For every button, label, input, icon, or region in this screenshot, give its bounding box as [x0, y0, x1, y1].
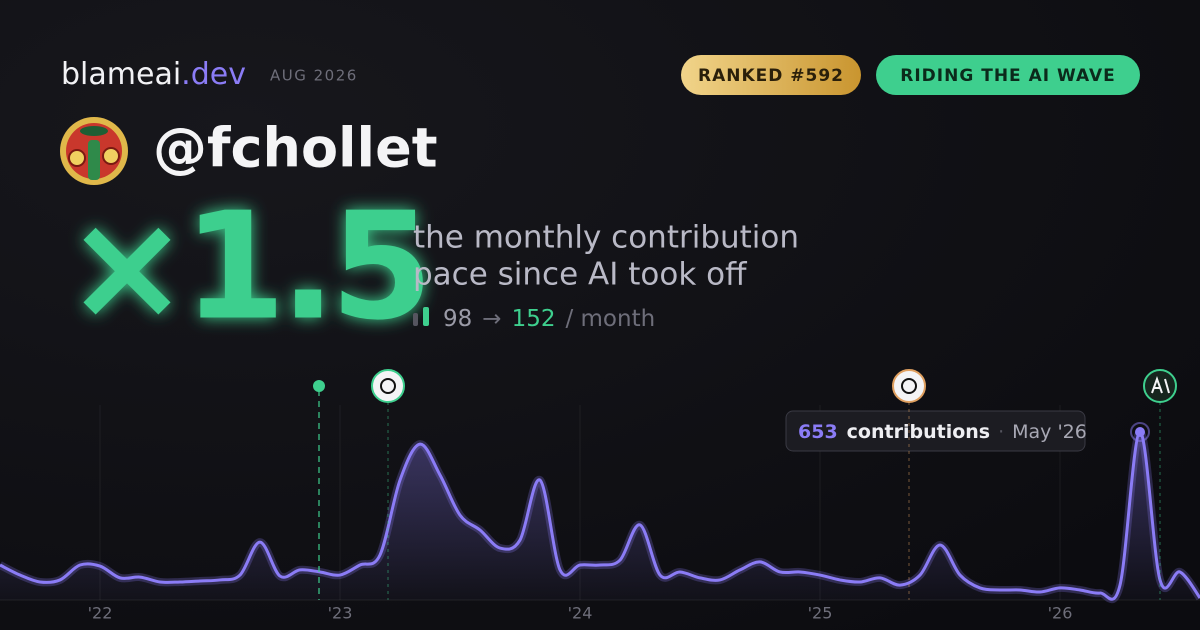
description-line: the monthly contribution — [413, 220, 799, 256]
event-icon — [892, 369, 926, 403]
date: AUG 2026 — [270, 67, 358, 85]
brand-suffix: .dev — [181, 57, 246, 92]
event-dot — [313, 380, 325, 392]
before: 98 — [443, 306, 472, 332]
multiplier: ×1.5 — [65, 181, 427, 353]
tooltip-value: 653 — [798, 421, 838, 443]
rank-text: RANKED #592 — [698, 66, 844, 86]
rank-badge — [681, 55, 861, 95]
tooltip-sep: · — [998, 421, 1004, 443]
event-icon — [371, 369, 405, 403]
handle: @fchollet — [153, 117, 438, 180]
wave-text: RIDING THE AI WAVE — [900, 66, 1115, 86]
wave-badge — [876, 55, 1140, 95]
x-tick-label: '22 — [88, 604, 113, 623]
unit: / month — [565, 306, 655, 332]
event-glyph — [901, 378, 917, 394]
avatar — [60, 117, 128, 185]
peak-point — [1135, 427, 1145, 437]
stats: 98 → 152 / month — [443, 306, 655, 332]
description-line: pace since AI took off — [413, 257, 747, 293]
arrow: → — [482, 306, 501, 332]
event-markers — [313, 369, 1177, 600]
event-glyph — [380, 378, 396, 394]
brand: blameai.dev — [61, 57, 246, 92]
peak-ring — [1130, 422, 1150, 442]
event-glyph — [1151, 376, 1170, 394]
x-tick-label: '24 — [568, 604, 593, 623]
tooltip-box — [785, 410, 1086, 452]
brand-name: blameai — [61, 57, 181, 92]
before-icon — [413, 313, 418, 326]
x-tick-label: '23 — [328, 604, 353, 623]
x-tick-label: '26 — [1048, 604, 1073, 623]
after-icon — [423, 307, 429, 326]
chart: '22 '23 '24 '25 '26 653 contributions · May '26 — [0, 405, 1200, 623]
x-tick-label: '25 — [808, 604, 833, 623]
tooltip-label: contributions — [847, 421, 990, 443]
after: 152 — [512, 306, 556, 332]
line — [0, 430, 1200, 601]
tooltip-date: May '26 — [1012, 421, 1087, 443]
tooltip: 653 contributions · May '26 — [798, 421, 1087, 443]
